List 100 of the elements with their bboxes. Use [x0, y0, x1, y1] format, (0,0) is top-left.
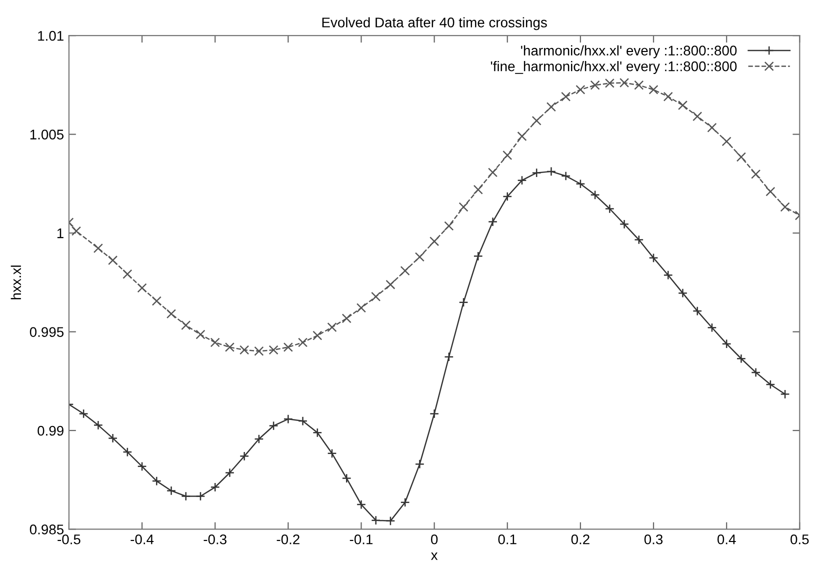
- point: [166, 486, 176, 496]
- point: [254, 434, 264, 444]
- point: [137, 462, 147, 472]
- point: [546, 102, 556, 112]
- x-tick-label: 0.3: [644, 534, 663, 544]
- point: [371, 516, 381, 526]
- point: [414, 252, 424, 262]
- x-tick-label: -0.2: [276, 534, 300, 544]
- y-tick-label: 0.99: [38, 426, 64, 436]
- point: [312, 330, 322, 340]
- x-axis-title: x: [430, 552, 438, 560]
- point: [108, 256, 118, 266]
- point: [590, 80, 600, 90]
- point: [196, 330, 206, 340]
- point: [561, 171, 571, 181]
- point: [166, 309, 176, 319]
- point: [604, 78, 614, 88]
- point: [458, 298, 468, 308]
- point: [298, 416, 308, 426]
- point: [502, 150, 512, 160]
- point: [93, 243, 103, 254]
- point: [532, 168, 542, 178]
- point: [327, 448, 337, 458]
- point: [210, 482, 220, 492]
- point: [240, 345, 250, 355]
- point: [488, 216, 498, 227]
- point: [283, 414, 293, 424]
- point: [430, 408, 440, 419]
- point: [268, 345, 278, 355]
- point: [546, 166, 556, 176]
- y-tick-label: 1.005: [30, 130, 64, 140]
- point: [692, 306, 702, 316]
- point: [634, 234, 644, 245]
- point: [604, 204, 614, 214]
- x-tick-label: -0.3: [204, 534, 226, 544]
- point: [356, 500, 366, 510]
- point: [386, 280, 396, 290]
- x-tick-label: -0.5: [58, 534, 80, 544]
- y-tick-label: 1.01: [38, 30, 64, 41]
- point: [722, 339, 732, 349]
- point: [692, 112, 702, 122]
- point: [619, 219, 630, 229]
- point: [502, 192, 512, 202]
- point: [400, 498, 410, 508]
- legend-label: 'fine_harmonic/hxx.xl' every :1::800::800: [490, 61, 737, 74]
- point: [707, 322, 717, 332]
- point: [342, 314, 352, 324]
- point: [122, 447, 132, 457]
- point: [414, 459, 424, 469]
- point: [619, 78, 630, 88]
- point: [751, 169, 761, 179]
- point: [137, 283, 147, 293]
- y-tick-label: 0.985: [30, 524, 64, 534]
- x-tick-label: 0.1: [498, 534, 516, 544]
- point: [678, 100, 688, 110]
- point: [473, 184, 483, 194]
- point: [444, 352, 454, 362]
- point: [254, 346, 264, 356]
- point: [517, 176, 527, 186]
- x-tick-label: 0: [430, 534, 438, 544]
- y-axis-title: hxx.xl: [10, 266, 21, 300]
- point: [722, 136, 732, 146]
- point: [152, 476, 162, 486]
- point: [678, 288, 688, 298]
- point: [780, 389, 790, 399]
- point: [181, 491, 191, 502]
- chart-title: Evolved Data after 40 time crossings: [322, 17, 547, 30]
- point: [532, 116, 542, 126]
- point: [576, 179, 586, 189]
- point: [444, 221, 454, 231]
- point: [312, 428, 322, 438]
- point: [283, 342, 293, 352]
- point: [736, 152, 746, 162]
- point: [108, 433, 118, 443]
- point: [122, 269, 132, 279]
- point: [561, 92, 571, 102]
- point: [473, 251, 483, 261]
- point: [181, 320, 191, 330]
- x-tick-label: -0.1: [350, 534, 373, 544]
- legend-label: 'harmonic/hxx.xl' every :1::800::800: [521, 45, 737, 58]
- point: [400, 266, 410, 276]
- point: [780, 202, 790, 212]
- y-tick-label: 1: [57, 228, 64, 238]
- point: [224, 342, 235, 352]
- point: [590, 190, 600, 200]
- point: [766, 380, 776, 390]
- point: [663, 270, 673, 280]
- point: [430, 236, 440, 246]
- x-tick-label: 0.4: [717, 534, 736, 544]
- y-tick-label: 0.995: [30, 327, 64, 337]
- point: [648, 253, 658, 263]
- point: [386, 516, 396, 526]
- point: [517, 132, 527, 142]
- point: [327, 322, 337, 332]
- point: [298, 338, 308, 348]
- x-tick-label: -0.4: [130, 534, 154, 544]
- point: [576, 84, 586, 94]
- point: [78, 408, 88, 419]
- point: [356, 303, 366, 313]
- point: [488, 168, 498, 178]
